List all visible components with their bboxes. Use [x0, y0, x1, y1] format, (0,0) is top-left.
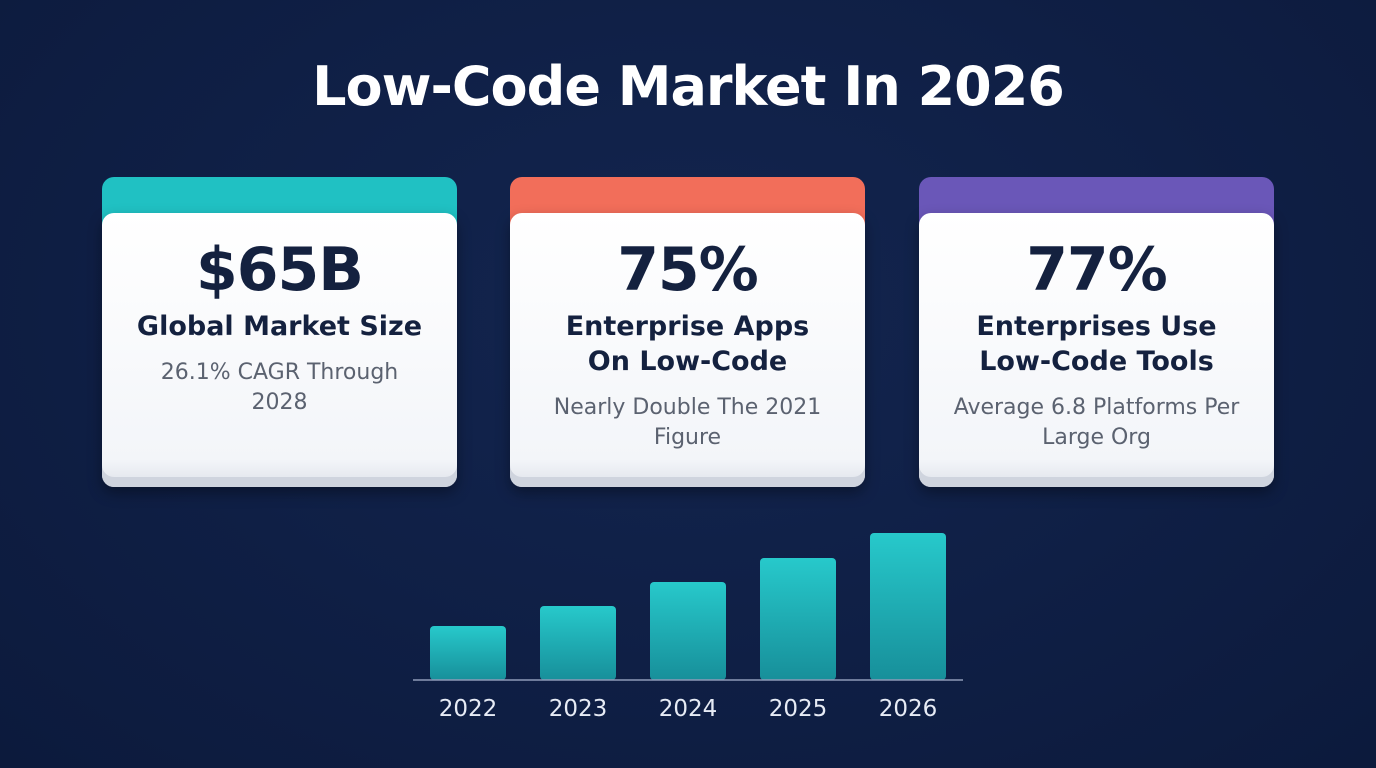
stat-label: Enterprise Apps On Low-Code — [565, 311, 810, 377]
stat-card-enterprise-tools: 77% Enterprises Use Low-Code Tools Avera… — [919, 177, 1274, 487]
bar-2026 — [870, 533, 946, 680]
stat-value: 77% — [1026, 235, 1168, 305]
stat-subtext: 26.1% CAGR Through 2028 — [160, 360, 399, 415]
stat-card-enterprise-apps: 75% Enterprise Apps On Low-Code Nearly D… — [510, 177, 865, 487]
x-tick-label: 2024 — [659, 696, 718, 722]
stat-label: Global Market Size — [136, 311, 423, 342]
x-tick-label: 2025 — [769, 696, 828, 722]
stat-value: 75% — [617, 235, 759, 305]
bar-2022 — [430, 626, 506, 680]
x-tick-label: 2023 — [549, 696, 608, 722]
card-body: 77% Enterprises Use Low-Code Tools Avera… — [919, 213, 1274, 487]
card-body: $65B Global Market Size 26.1% CAGR Throu… — [102, 213, 457, 487]
stat-subtext: Nearly Double The 2021 Figure — [553, 395, 822, 450]
stat-card-market-size: $65B Global Market Size 26.1% CAGR Throu… — [102, 177, 457, 487]
stat-subtext: Average 6.8 Platforms Per Large Org — [953, 395, 1240, 450]
page-title: Low-Code Market In 2026 — [312, 55, 1065, 118]
x-tick-label: 2022 — [439, 696, 498, 722]
bar-2024 — [650, 582, 726, 680]
card-body: 75% Enterprise Apps On Low-Code Nearly D… — [510, 213, 865, 487]
bar-2023 — [540, 606, 616, 680]
stat-value: $65B — [196, 235, 364, 305]
stat-label: Enterprises Use Low-Code Tools — [976, 311, 1217, 377]
x-tick-label: 2026 — [879, 696, 938, 722]
bar-2025 — [760, 558, 836, 680]
